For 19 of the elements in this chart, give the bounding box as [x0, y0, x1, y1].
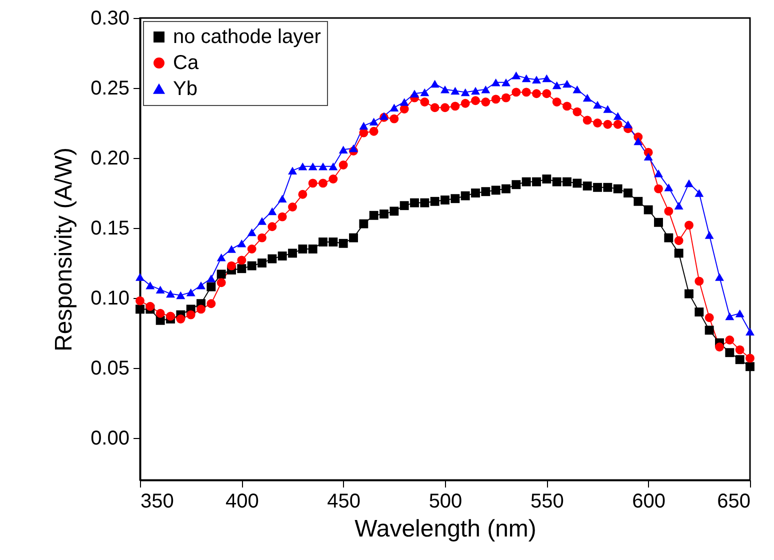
x-tick-label: 650 — [717, 490, 750, 512]
x-tick-label: 500 — [428, 490, 462, 512]
x-axis-title: Wavelength (nm) — [354, 516, 536, 542]
y-tick-label: 0.15 — [90, 218, 130, 240]
y-axis-title: Responsivity (A/W) — [50, 147, 78, 352]
x-tick-label: 550 — [530, 490, 564, 512]
y-tick-label: 0.05 — [90, 358, 130, 380]
y-tick-label: 0.00 — [90, 428, 130, 450]
x-tick-label: 400 — [225, 490, 259, 512]
legend-label: Yb — [173, 78, 198, 100]
x-tick-label: 450 — [327, 490, 361, 512]
y-tick-label: 0.20 — [90, 148, 130, 170]
y-tick-label: 0.30 — [90, 8, 130, 30]
x-tick-label: 600 — [632, 490, 666, 512]
y-tick-label: 0.25 — [90, 78, 130, 100]
legend-label: Ca — [173, 52, 200, 74]
x-tick-label: 350 — [140, 490, 174, 512]
legend-label: no cathode layer — [173, 26, 322, 48]
y-tick-label: 0.10 — [90, 288, 130, 310]
